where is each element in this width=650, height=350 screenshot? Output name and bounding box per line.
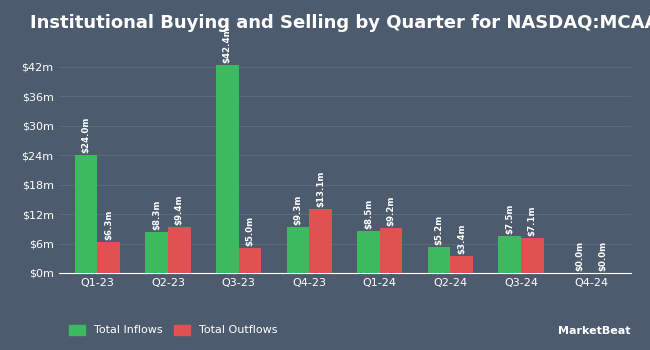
Bar [287,227,309,273]
Bar [239,248,261,273]
Legend: Total Inflows, Total Outflows: Total Inflows, Total Outflows [64,320,282,340]
Bar [216,65,239,273]
Bar [450,256,473,273]
Text: $9.3m: $9.3m [293,195,302,225]
Text: $42.4m: $42.4m [223,26,232,63]
Title: Institutional Buying and Selling by Quarter for NASDAQ:MCAA: Institutional Buying and Selling by Quar… [31,14,650,32]
Bar [428,247,450,273]
Bar [358,231,380,273]
Text: $7.1m: $7.1m [528,206,537,236]
Text: $24.0m: $24.0m [81,117,90,153]
Text: MarketBeat: MarketBeat [558,326,630,336]
Bar [380,228,402,273]
Text: $7.5m: $7.5m [505,204,514,234]
Text: $13.1m: $13.1m [316,170,325,206]
Text: $9.2m: $9.2m [387,195,396,226]
Bar [75,155,98,273]
Text: $8.3m: $8.3m [152,200,161,230]
Bar [309,209,332,273]
Text: $8.5m: $8.5m [364,199,373,229]
Text: $3.4m: $3.4m [457,224,466,254]
Text: $0.0m: $0.0m [576,241,585,271]
Bar [499,236,521,273]
Bar [521,238,543,273]
Text: $9.4m: $9.4m [175,194,184,225]
Bar [168,227,190,273]
Text: $0.0m: $0.0m [599,241,608,271]
Bar [98,242,120,273]
Text: $5.0m: $5.0m [245,216,254,246]
Bar [146,232,168,273]
Text: $6.3m: $6.3m [104,210,113,240]
Text: $5.2m: $5.2m [435,215,444,245]
